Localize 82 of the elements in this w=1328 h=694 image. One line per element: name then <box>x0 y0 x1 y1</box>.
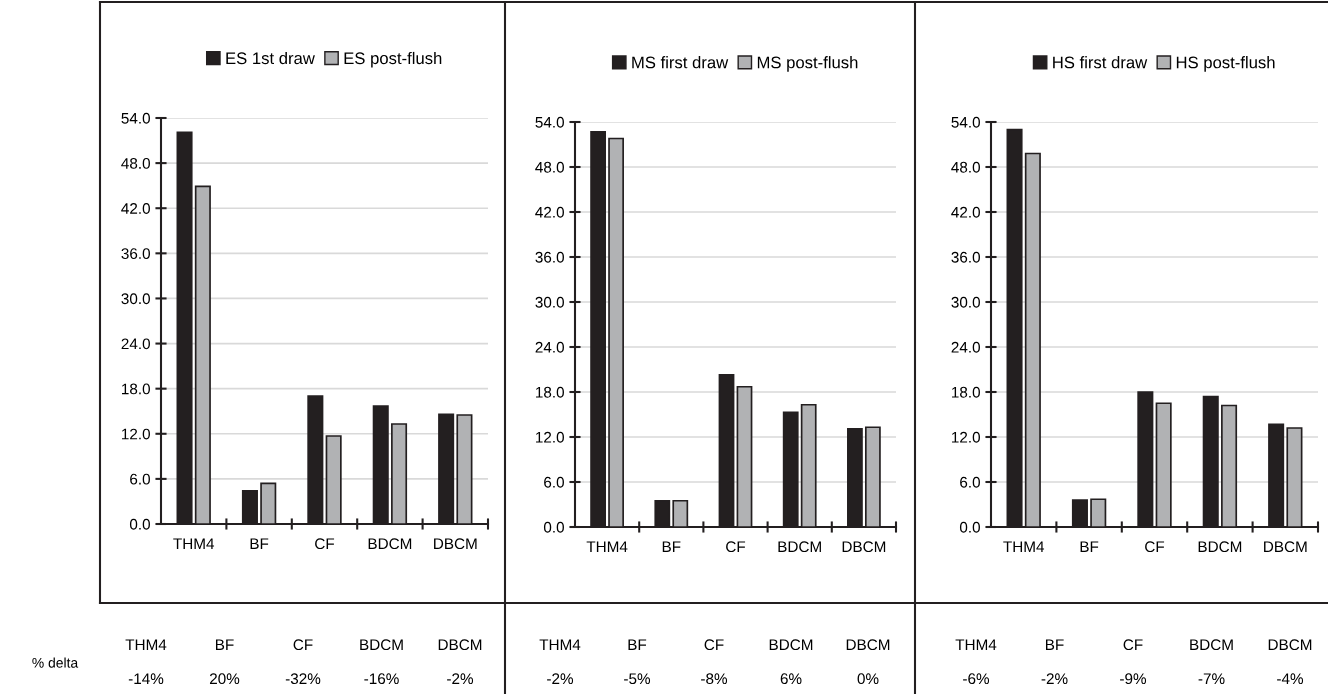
text: BDCM <box>1190 639 1233 651</box>
text: 20% <box>209 673 240 685</box>
y-tick-label: 42.0 <box>535 206 564 218</box>
text: BDCM <box>769 639 813 651</box>
text: -2% <box>547 673 574 685</box>
text: -5% <box>624 673 651 685</box>
y-tick-label: 12.0 <box>952 431 980 443</box>
legend-label: MS post-flush <box>757 56 858 72</box>
text: DBCM <box>846 639 890 651</box>
x-tick-label: BDCM <box>778 541 821 553</box>
y-tick-label: 24.0 <box>535 341 564 353</box>
y-tick-label: 24.0 <box>951 341 980 353</box>
y-tick-label: 24.0 <box>121 338 150 350</box>
legend-label: HS first draw <box>1053 56 1148 69</box>
x-tick-label: DBCM <box>842 541 886 553</box>
text: BF <box>628 639 647 650</box>
y-tick-label: 6.0 <box>544 476 564 488</box>
y-tick-label: 0.0 <box>543 521 564 533</box>
x-tick-label: BDCM <box>368 538 412 550</box>
text: -2% <box>1041 673 1068 685</box>
y-tick-label: 12.0 <box>122 428 150 440</box>
text: -32% <box>285 673 321 685</box>
y-tick-label: 6.0 <box>130 473 150 485</box>
text: -4% <box>1277 673 1304 685</box>
legend-label: ES post-flush <box>344 51 442 68</box>
text: -8% <box>701 673 728 685</box>
text: -6% <box>963 673 990 685</box>
text: CF <box>293 639 313 651</box>
text: THM4 <box>539 639 581 650</box>
text: -2% <box>447 673 474 685</box>
x-tick-label: BF <box>250 538 269 549</box>
text: CF <box>1123 639 1143 651</box>
y-tick-label: 42.0 <box>121 203 150 214</box>
text: THM4 <box>955 639 997 650</box>
y-tick-label: 6.0 <box>960 476 980 488</box>
y-tick-label: 30.0 <box>121 293 150 305</box>
y-tick-label: 54.0 <box>535 116 564 128</box>
y-tick-label: 18.0 <box>536 386 564 398</box>
x-tick-label: THM4 <box>586 541 628 552</box>
text: CF <box>704 639 724 651</box>
x-tick-label: CF <box>1145 541 1165 553</box>
x-tick-label: BF <box>1080 541 1099 552</box>
text: 6% <box>780 673 802 685</box>
y-tick-label: 18.0 <box>122 383 150 395</box>
y-tick-label: 12.0 <box>536 431 564 443</box>
text: BF <box>1045 639 1064 650</box>
x-tick-label: THM4 <box>1003 541 1045 552</box>
y-tick-label: 48.0 <box>951 161 980 173</box>
y-tick-label: 36.0 <box>535 251 564 263</box>
legend-label: ES 1st draw <box>226 51 315 65</box>
x-tick-label: THM4 <box>173 538 215 549</box>
y-tick-label: 18.0 <box>952 386 980 398</box>
x-tick-label: CF <box>726 541 746 553</box>
text: THM4 <box>125 639 167 650</box>
y-tick-label: 0.0 <box>129 518 150 530</box>
text: DBCM <box>1268 639 1312 651</box>
text: -9% <box>1120 673 1147 685</box>
x-tick-label: BDCM <box>1198 541 1242 553</box>
text: BDCM <box>360 639 403 651</box>
x-tick-label: DBCM <box>1264 541 1307 553</box>
text: -7% <box>1198 673 1225 685</box>
y-tick-label: 36.0 <box>121 248 150 260</box>
y-tick-label: 0.0 <box>959 521 980 533</box>
y-tick-label: 30.0 <box>535 296 564 308</box>
y-tick-label: 48.0 <box>121 157 150 169</box>
y-tick-label: 30.0 <box>951 296 980 308</box>
text: % delta <box>32 657 79 668</box>
y-tick-label: 42.0 <box>951 206 980 218</box>
x-tick-label: BF <box>662 541 681 552</box>
x-tick-label: CF <box>315 538 335 550</box>
legend-label: MS first draw <box>632 56 729 69</box>
text: -14% <box>128 673 164 685</box>
y-tick-label: 36.0 <box>951 251 980 263</box>
text: -16% <box>364 673 399 685</box>
y-tick-label: 48.0 <box>535 161 564 173</box>
legend-label: HS post-flush <box>1176 56 1275 72</box>
y-tick-label: 54.0 <box>121 112 150 124</box>
y-tick-label: 54.0 <box>951 116 980 128</box>
text: DBCM <box>438 639 482 651</box>
text: 0% <box>857 673 879 685</box>
text: BF <box>215 639 234 650</box>
x-tick-label: DBCM <box>434 538 477 550</box>
